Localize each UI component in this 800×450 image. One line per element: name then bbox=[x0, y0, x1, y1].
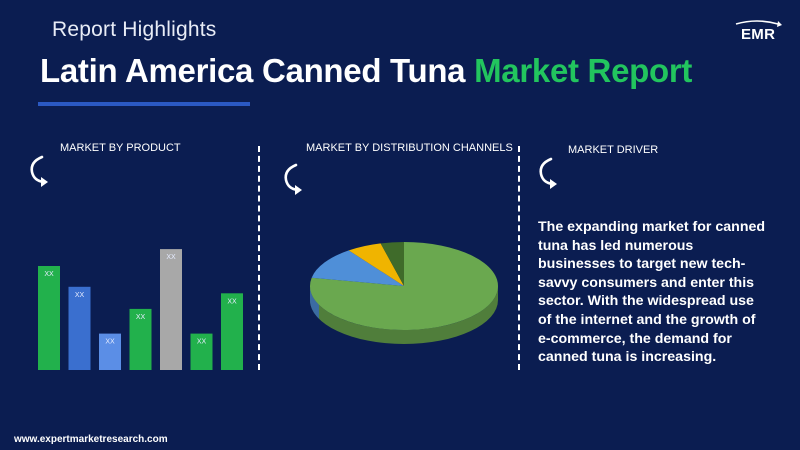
pie-depth-left bbox=[310, 286, 319, 319]
distribution-pie-chart bbox=[310, 242, 498, 344]
section-divider bbox=[258, 146, 260, 370]
report-title: Latin America Canned Tuna Market Report bbox=[40, 52, 692, 90]
bar-3 bbox=[99, 333, 121, 370]
pie-slice-4 bbox=[380, 242, 404, 286]
market-driver-text: The expanding market for canned tuna has… bbox=[538, 219, 766, 366]
bar-label-6: XX bbox=[197, 339, 207, 346]
pie-depth bbox=[310, 286, 498, 344]
bar-6 bbox=[190, 333, 213, 370]
pie-slice-3 bbox=[348, 243, 404, 286]
curved-arrow-icon bbox=[539, 157, 557, 189]
section-label-distribution: MARKET BY DISTRIBUTION CHANNELS bbox=[306, 142, 513, 154]
section-label-driver: MARKET DRIVER bbox=[568, 144, 659, 156]
bar-label-7: XX bbox=[227, 298, 237, 305]
footer-website[interactable]: www.expertmarketresearch.com bbox=[14, 434, 168, 445]
bar-4 bbox=[129, 308, 152, 370]
section-divider bbox=[518, 146, 520, 370]
curved-arrow-icon bbox=[284, 163, 302, 195]
emr-logo-text: EMR bbox=[741, 26, 776, 43]
bar-5 bbox=[160, 249, 182, 370]
product-bar-chart: XX XX XX XX XX XX XX bbox=[38, 249, 243, 370]
pie-slice-2 bbox=[311, 250, 404, 286]
bar-1 bbox=[38, 266, 60, 370]
title-underline bbox=[38, 102, 250, 106]
bar-7 bbox=[221, 293, 243, 370]
emr-logo-icon bbox=[735, 20, 782, 27]
bar-label-2: XX bbox=[75, 292, 85, 299]
curved-arrow-icon bbox=[30, 155, 48, 187]
report-subtitle: Report Highlights bbox=[52, 18, 217, 41]
bar-2 bbox=[68, 286, 91, 370]
bar-label-1: XX bbox=[44, 271, 54, 278]
title-main: Latin America Canned Tuna bbox=[40, 52, 475, 89]
section-label-product: MARKET BY PRODUCT bbox=[60, 142, 181, 154]
bar-label-5: XX bbox=[166, 254, 176, 261]
bar-label-3: XX bbox=[105, 339, 115, 346]
bar-label-4: XX bbox=[136, 314, 146, 321]
title-accent: Market Report bbox=[474, 52, 693, 89]
